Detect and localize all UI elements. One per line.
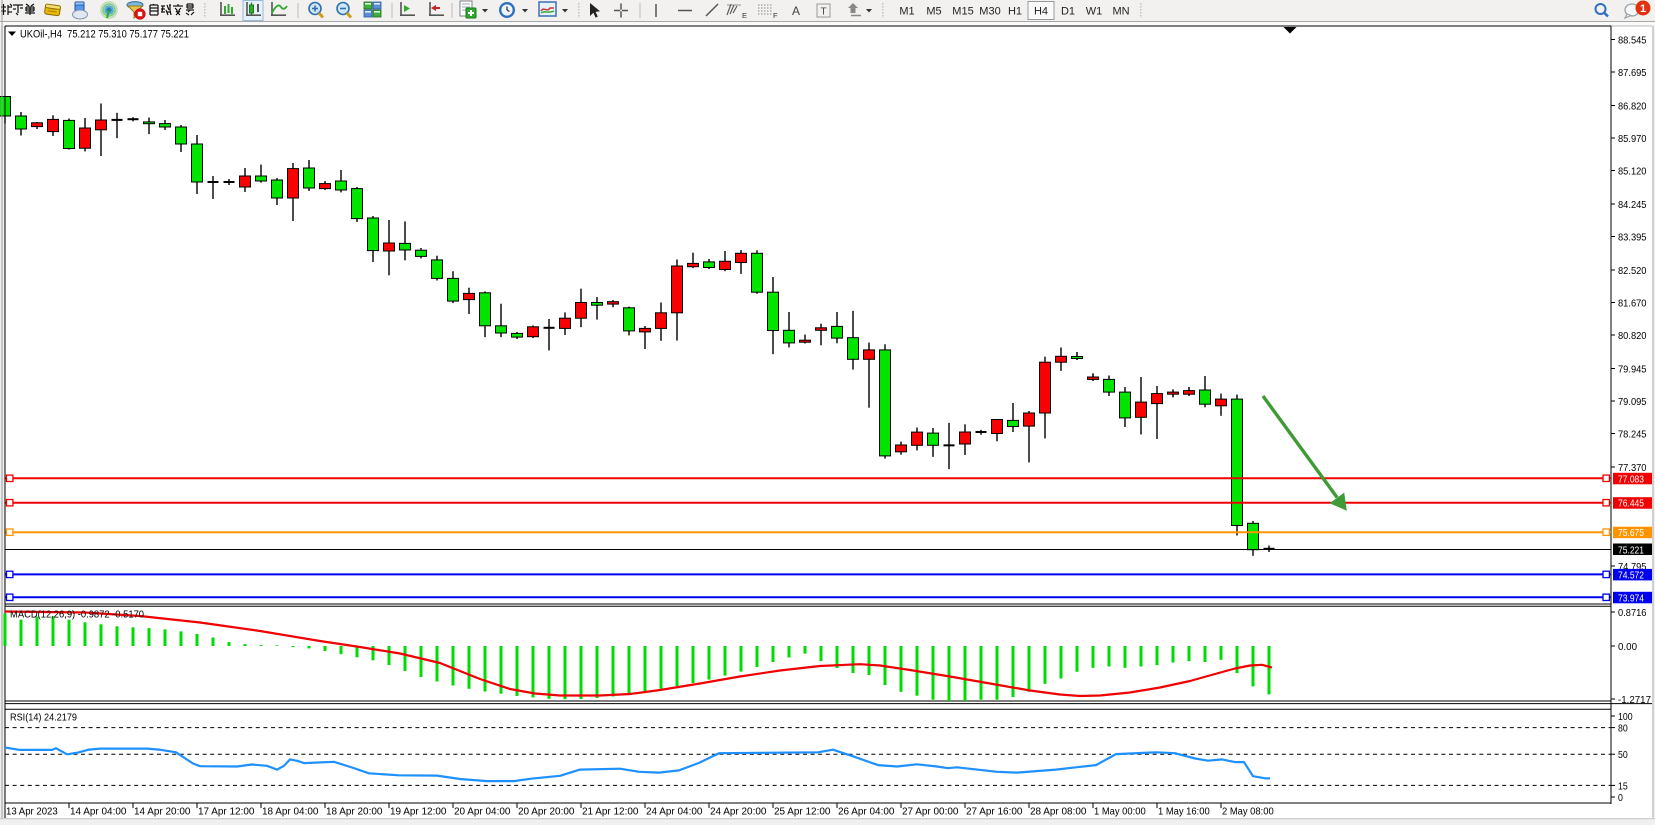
svg-text:13 Apr 2023: 13 Apr 2023 xyxy=(6,807,58,818)
svg-text:15: 15 xyxy=(1618,780,1628,792)
svg-text:28 Apr 08:00: 28 Apr 08:00 xyxy=(1030,807,1087,818)
svg-text:D1: D1 xyxy=(1061,6,1075,18)
svg-text:74.572: 74.572 xyxy=(1618,569,1644,581)
svg-text:M15: M15 xyxy=(952,6,973,18)
svg-text:27 Apr 16:00: 27 Apr 16:00 xyxy=(966,807,1023,818)
svg-text:1: 1 xyxy=(1640,3,1646,15)
svg-text:77.083: 77.083 xyxy=(1618,473,1644,485)
svg-text:H1: H1 xyxy=(1008,6,1022,18)
svg-text:79.095: 79.095 xyxy=(1618,396,1647,408)
svg-text:0.8716: 0.8716 xyxy=(1618,607,1647,619)
svg-text:1 May 00:00: 1 May 00:00 xyxy=(1094,807,1146,818)
svg-text:-1.2717: -1.2717 xyxy=(1618,694,1651,706)
svg-text:81.670: 81.670 xyxy=(1618,298,1647,310)
svg-text:85.970: 85.970 xyxy=(1618,133,1647,145)
svg-text:M1: M1 xyxy=(899,6,914,18)
svg-text:17 Apr 12:00: 17 Apr 12:00 xyxy=(198,807,255,818)
svg-text:24 Apr 04:00: 24 Apr 04:00 xyxy=(646,807,703,818)
svg-text:87.695: 87.695 xyxy=(1618,67,1647,79)
svg-text:14 Apr 20:00: 14 Apr 20:00 xyxy=(134,807,191,818)
svg-text:14 Apr 04:00: 14 Apr 04:00 xyxy=(70,807,127,818)
svg-text:82.520: 82.520 xyxy=(1618,265,1647,277)
svg-text:80.820: 80.820 xyxy=(1618,330,1647,342)
svg-text:75.675: 75.675 xyxy=(1618,527,1644,539)
svg-text:0.00: 0.00 xyxy=(1618,641,1637,653)
svg-text:F: F xyxy=(773,11,778,20)
svg-text:77.370: 77.370 xyxy=(1618,462,1647,474)
svg-text:18 Apr 20:00: 18 Apr 20:00 xyxy=(326,807,383,818)
svg-text:24 Apr 20:00: 24 Apr 20:00 xyxy=(710,807,767,818)
svg-text:73.974: 73.974 xyxy=(1618,592,1644,604)
svg-text:0: 0 xyxy=(1618,792,1623,804)
svg-text:78.245: 78.245 xyxy=(1618,429,1647,441)
svg-text:88.545: 88.545 xyxy=(1618,35,1647,47)
svg-text:100: 100 xyxy=(1618,711,1633,723)
svg-text:W1: W1 xyxy=(1086,6,1103,18)
svg-text:79.945: 79.945 xyxy=(1618,364,1647,376)
svg-text:21 Apr 12:00: 21 Apr 12:00 xyxy=(582,807,639,818)
svg-text:50: 50 xyxy=(1618,749,1628,761)
svg-text:UKOil-,H4 75.212 75.310 75.17: UKOil-,H4 75.212 75.310 75.177 75.221 xyxy=(20,29,189,41)
svg-text:MN: MN xyxy=(1112,6,1129,18)
svg-text:T: T xyxy=(820,7,826,18)
svg-text:85.120: 85.120 xyxy=(1618,166,1647,178)
svg-text:27 Apr 00:00: 27 Apr 00:00 xyxy=(902,807,959,818)
svg-text:M30: M30 xyxy=(979,6,1000,18)
svg-text:26 Apr 04:00: 26 Apr 04:00 xyxy=(838,807,895,818)
svg-text:83.395: 83.395 xyxy=(1618,232,1647,244)
svg-text:20 Apr 20:00: 20 Apr 20:00 xyxy=(518,807,575,818)
svg-text:80: 80 xyxy=(1618,723,1628,735)
svg-text:2 May 08:00: 2 May 08:00 xyxy=(1222,807,1274,818)
svg-text:MACD(12,26,9) -0.9872 -0.5170: MACD(12,26,9) -0.9872 -0.5170 xyxy=(10,609,144,621)
svg-text:19 Apr 12:00: 19 Apr 12:00 xyxy=(390,807,447,818)
svg-text:75.221: 75.221 xyxy=(1618,545,1644,557)
svg-text:H4: H4 xyxy=(1034,6,1048,18)
svg-text:84.245: 84.245 xyxy=(1618,199,1647,211)
svg-text:E: E xyxy=(742,11,747,20)
svg-text:20 Apr 04:00: 20 Apr 04:00 xyxy=(454,807,511,818)
svg-text:18 Apr 04:00: 18 Apr 04:00 xyxy=(262,807,319,818)
svg-text:76.445: 76.445 xyxy=(1618,498,1644,510)
svg-text:M5: M5 xyxy=(926,6,941,18)
svg-text:A: A xyxy=(792,4,800,18)
svg-text:1 May 16:00: 1 May 16:00 xyxy=(1158,807,1210,818)
svg-text:25 Apr 12:00: 25 Apr 12:00 xyxy=(774,807,831,818)
svg-text:86.820: 86.820 xyxy=(1618,101,1647,113)
svg-text:RSI(14) 24.2179: RSI(14) 24.2179 xyxy=(10,712,77,724)
